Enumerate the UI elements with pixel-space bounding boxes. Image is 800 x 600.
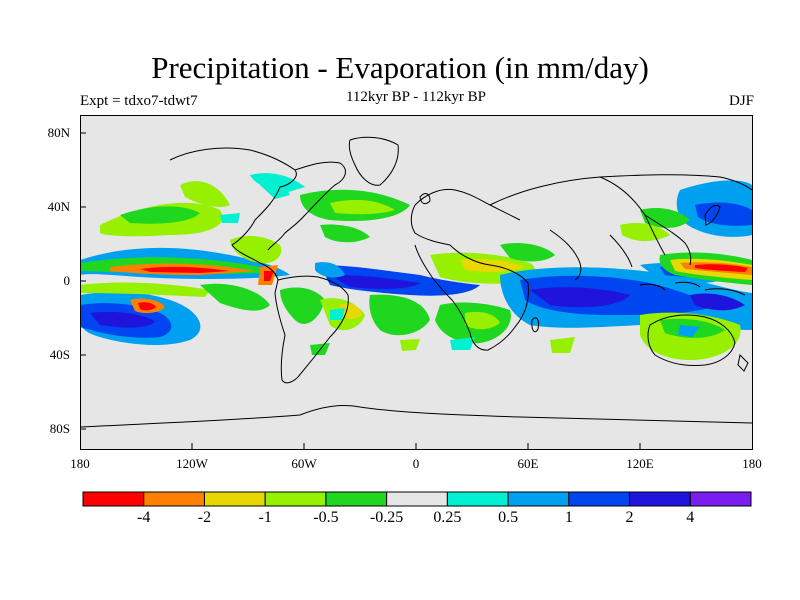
colorbar-swatch (689, 491, 752, 507)
lon-tick-label: 180 (70, 456, 90, 471)
lat-tick-label: 80N (47, 125, 70, 140)
lat-tick-label: 0 (63, 273, 71, 288)
colorbar-label: -1 (258, 509, 272, 526)
lon-tick-label: 120W (176, 456, 208, 471)
lat-tick-label: 40S (49, 347, 70, 362)
colorbar-swatch (507, 491, 570, 507)
colorbar-swatch (325, 491, 388, 507)
map-title: Precipitation - Evaporation (in mm/day) (151, 50, 649, 85)
map-subtitle: 112kyr BP - 112kyr BP (345, 89, 486, 105)
colorbar-swatch (82, 491, 145, 507)
colorbar-label: -4 (137, 509, 151, 526)
lon-tick-label: 120E (626, 456, 654, 471)
lon-tick-label: 180 (742, 456, 762, 471)
colorbar-swatch (264, 491, 327, 507)
lon-tick-label: 0 (412, 456, 420, 471)
season-label: DJF (728, 93, 754, 109)
lat-tick-label: 40N (47, 199, 70, 214)
colorbar-label: 0.25 (433, 509, 462, 526)
colorbar-swatch (143, 491, 205, 507)
map-frame (80, 115, 753, 450)
colorbar-label: 2 (625, 509, 634, 526)
coastlines (80, 136, 752, 428)
colorbar-swatch (203, 491, 266, 507)
lon-tick-label: 60E (517, 456, 539, 471)
lon-tick-label: 60W (291, 456, 317, 471)
experiment-label: Expt = tdxo7-tdwt7 (80, 93, 198, 109)
colorbar-label: 1 (564, 509, 573, 526)
colorbar-label: -2 (197, 509, 212, 526)
colorbar-swatch (386, 491, 448, 507)
colorbar-label: -0.5 (313, 509, 339, 526)
colorbar-label: 0.5 (498, 509, 519, 526)
colorbar-swatch (568, 491, 631, 507)
colorbar-label: -0.25 (369, 509, 404, 526)
colorbar-swatch (629, 491, 691, 507)
contour-fields (80, 173, 752, 360)
lat-tick-label: 80S (49, 421, 70, 436)
lat-tick-marks (80, 132, 641, 449)
map-panel (80, 115, 753, 450)
colorbar-label: 4 (686, 509, 695, 526)
colorbar-swatch (446, 491, 509, 507)
colorbar (82, 491, 752, 507)
